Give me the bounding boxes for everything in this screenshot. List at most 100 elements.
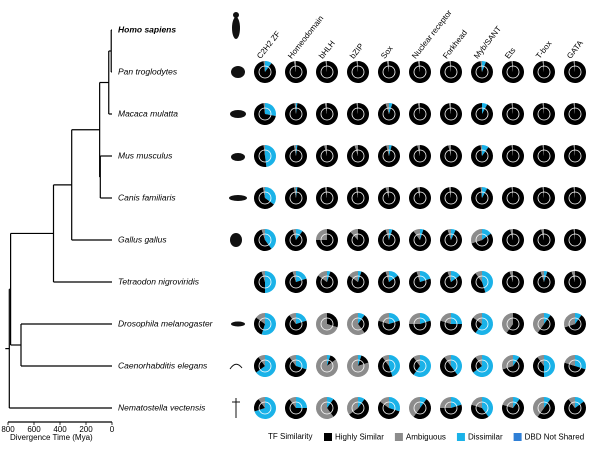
pie-slice [327, 355, 336, 366]
pie-slice [265, 271, 276, 293]
pie-slice [285, 61, 308, 83]
pie-ring [444, 359, 458, 373]
pie-ring [506, 359, 520, 373]
pie-slice [409, 320, 432, 336]
pie-slice [501, 355, 513, 370]
pie-ring [537, 191, 551, 205]
pie-slice [316, 229, 327, 240]
x-axis-title: Divergence Time (Mya) [10, 433, 93, 442]
pie-ring [351, 401, 365, 415]
pie-ring [351, 149, 365, 163]
pie-slice [573, 187, 575, 198]
pie-ring [382, 317, 396, 331]
family-label: bHLH [317, 39, 337, 61]
pie-slice [408, 145, 431, 168]
pie-slice [502, 357, 524, 378]
pie-slice [420, 313, 431, 324]
pie-ring [351, 275, 365, 289]
pie-ring [351, 65, 365, 79]
pie-ring [568, 107, 582, 121]
species-label: Nematostella vectensis [118, 402, 206, 412]
pie-slice [471, 103, 493, 126]
pie-slice [573, 145, 575, 156]
pie-slice [564, 313, 575, 328]
pie-ring [444, 191, 458, 205]
pie-ring [258, 275, 272, 289]
pie-ring [537, 359, 551, 373]
pie-slice [346, 103, 369, 126]
pie-slice [533, 357, 544, 377]
pie-ring [475, 65, 489, 79]
pie-slice [417, 103, 420, 114]
pie-ring [258, 107, 272, 121]
pie-slice [254, 61, 276, 84]
pie-ring [382, 359, 396, 373]
pie-slice [378, 187, 401, 209]
pie-slice [573, 229, 575, 240]
pie-slice [542, 145, 544, 156]
pie-slice [263, 145, 265, 156]
pie-slice [471, 404, 489, 420]
pie-ring [413, 401, 427, 415]
pie-slice [439, 145, 462, 167]
pie-slice [285, 145, 308, 167]
pie-ring [289, 191, 303, 205]
pie-ring [506, 275, 520, 289]
pie-ring [568, 317, 582, 331]
pie-slice [533, 61, 556, 84]
pie-slice [532, 313, 544, 333]
pie-ring [320, 65, 334, 79]
pie-slice [449, 61, 451, 72]
pie-slice [409, 103, 431, 126]
pie-slice [265, 103, 276, 117]
pie-slice [473, 355, 493, 377]
pie-ring [506, 317, 520, 331]
pie-ring [506, 149, 520, 163]
pie-ring [475, 233, 489, 247]
pie-ring [289, 149, 303, 163]
pie-ring [320, 401, 334, 415]
pie-ring [444, 233, 458, 247]
pie-slice [501, 313, 513, 333]
pie-ring [258, 317, 272, 331]
species-label: Homo sapiens [118, 24, 176, 34]
pie-slice [378, 145, 401, 167]
pie-slice [451, 313, 462, 324]
pie-slice [542, 103, 544, 114]
pie-slice [327, 399, 339, 417]
pie-ring [444, 401, 458, 415]
pie-slice [471, 145, 493, 167]
pie-ring [537, 107, 551, 121]
pie-slice [408, 357, 420, 375]
pie-slice [324, 187, 327, 198]
pie-ring [382, 65, 396, 79]
pie-slice [265, 145, 277, 167]
pie-ring [413, 359, 427, 373]
pie-slice [285, 399, 307, 419]
pie-slice [347, 355, 369, 377]
pie-slice [327, 313, 338, 328]
pie-slice [293, 61, 296, 72]
pie-ring [568, 359, 582, 373]
pie-slice [380, 397, 389, 408]
pie-slice [324, 103, 327, 114]
x-tick-label: 800 [1, 425, 15, 434]
pie-slice [254, 187, 274, 209]
pie-ring [382, 149, 396, 163]
species-label: Pan troglodytes [118, 66, 178, 76]
pie-ring [289, 359, 303, 373]
pie-slice [511, 145, 513, 156]
pie-slice [296, 313, 307, 324]
pie-slice [409, 61, 432, 83]
pie-slice [511, 187, 513, 198]
species-label: Caenorhabditis elegans [118, 360, 208, 370]
pie-slice [542, 187, 544, 198]
pie-slice [408, 271, 431, 294]
pie-slice [256, 355, 276, 377]
pie-slice [544, 355, 555, 377]
pie-ring [475, 149, 489, 163]
pie-slice [451, 271, 460, 282]
pie-ring [568, 401, 582, 415]
pie-slice [448, 187, 451, 198]
pie-ring [413, 233, 427, 247]
